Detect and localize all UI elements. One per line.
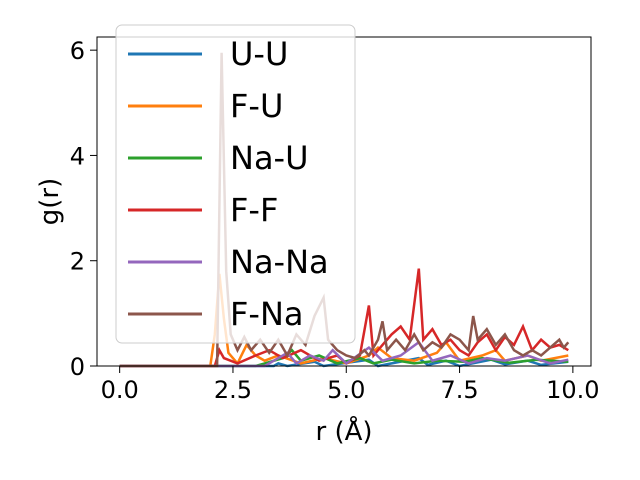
y-tick-label: 6	[70, 37, 85, 65]
legend-label: Na-Na	[230, 243, 329, 281]
series-line-3	[119, 268, 569, 368]
y-tick-label: 2	[70, 248, 85, 276]
x-tick-label: 5.0	[327, 376, 365, 404]
x-tick-label: 10.0	[546, 376, 599, 404]
x-tick-label: 7.5	[440, 376, 478, 404]
x-tick-label: 2.5	[214, 376, 252, 404]
legend: U-U F-U Na-U F-F Na-Na F-Na	[115, 24, 356, 344]
x-axis-label: r (Å)	[315, 415, 372, 447]
series-line-4	[119, 340, 569, 368]
legend-label: F-F	[230, 191, 278, 229]
legend-label: Na-U	[230, 139, 309, 177]
x-axis: 0.0 2.5 5.0 7.5 10.0	[101, 366, 600, 404]
legend-label: F-Na	[230, 295, 304, 333]
y-axis: 0 2 4 6	[70, 37, 97, 381]
y-axis-label: g(r)	[35, 178, 65, 225]
y-tick-label: 4	[70, 142, 85, 170]
legend-label: U-U	[230, 35, 288, 73]
x-tick-label: 0.0	[101, 376, 139, 404]
legend-label: F-U	[230, 87, 283, 125]
y-tick-label: 0	[70, 353, 85, 381]
